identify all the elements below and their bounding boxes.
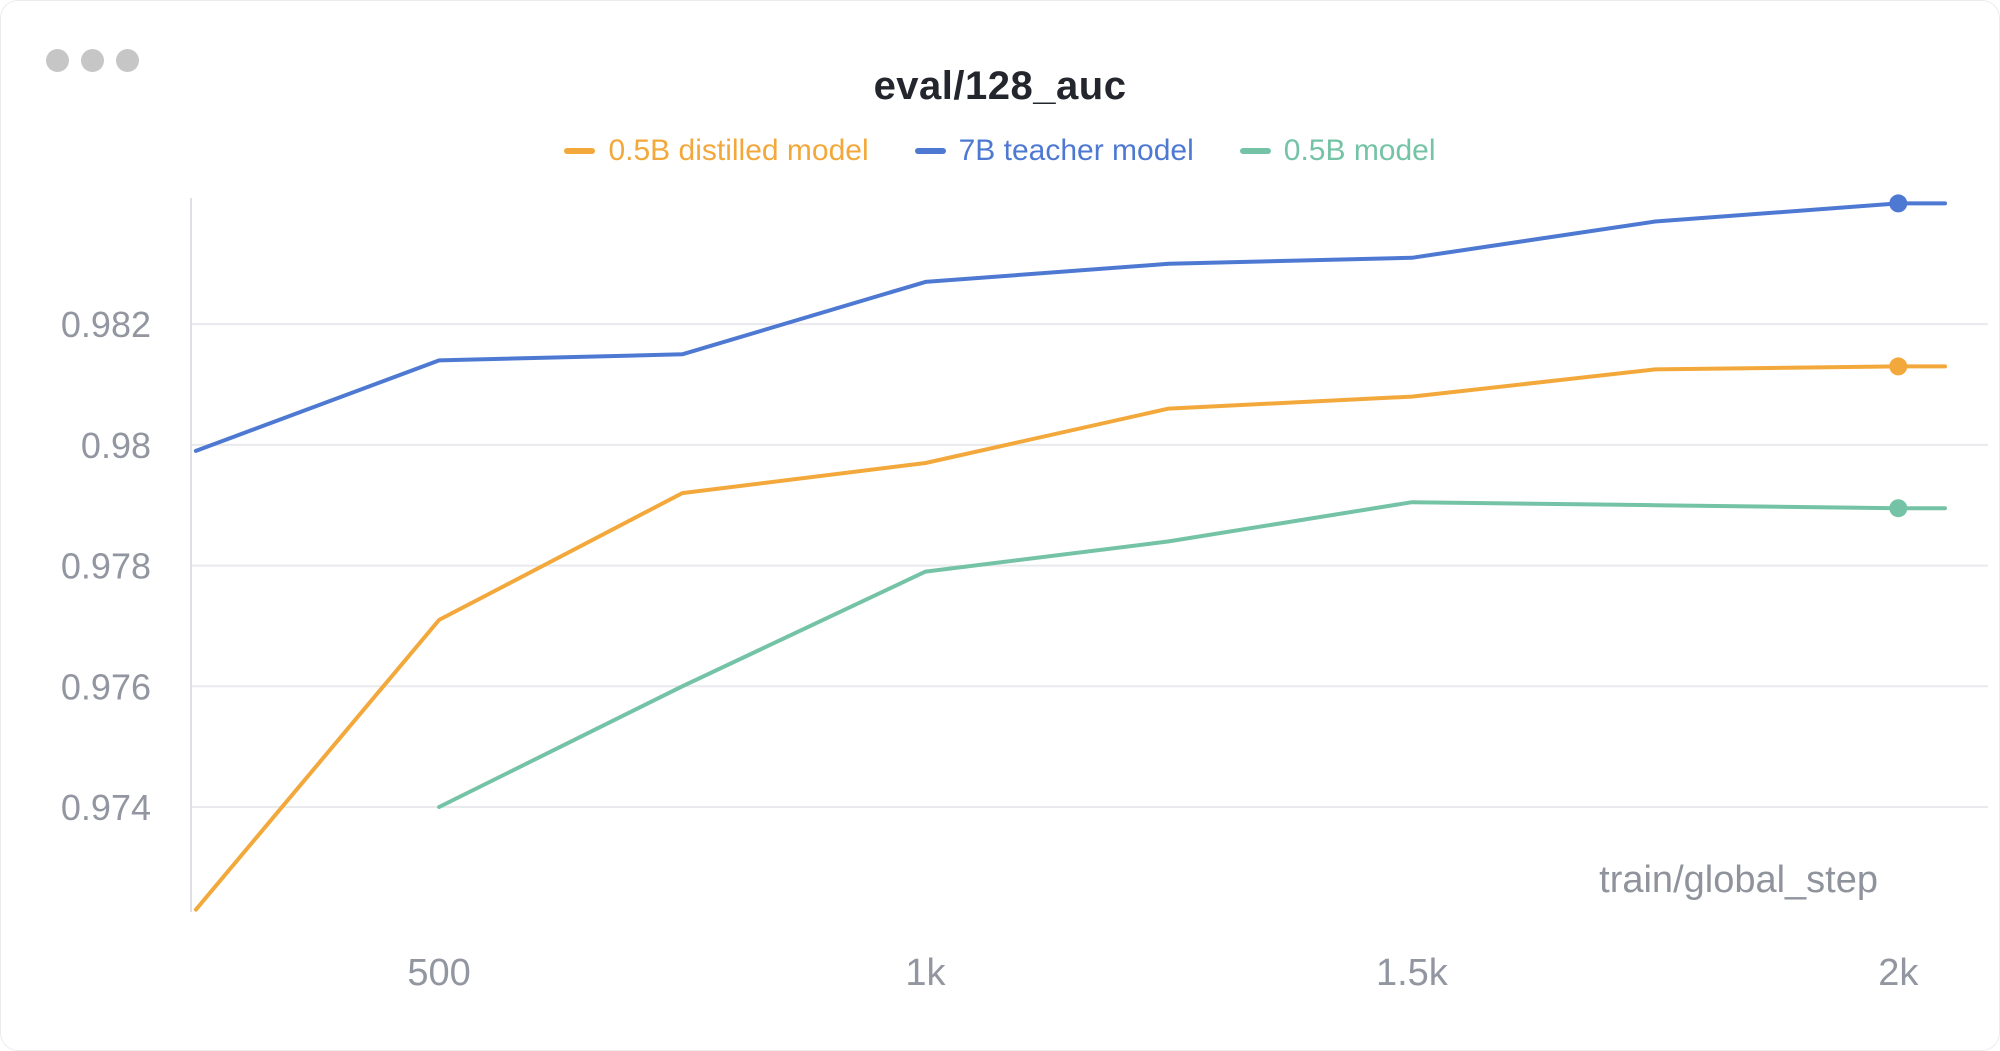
series-line <box>193 364 1947 912</box>
y-tick-label: 0.974 <box>61 787 151 828</box>
legend-item-distilled[interactable]: 0.5B distilled model <box>564 134 869 167</box>
legend-item-teacher[interactable]: 7B teacher model <box>914 134 1194 167</box>
y-tick-label: 0.982 <box>61 304 151 345</box>
legend-swatch-icon <box>564 147 596 154</box>
legend-label: 0.5B distilled model <box>608 134 869 167</box>
window-dot <box>46 49 69 72</box>
y-tick-label: 0.976 <box>61 666 151 707</box>
series-line <box>437 500 1947 809</box>
chart-legend: 0.5B distilled model 7B teacher model 0.… <box>0 134 2000 167</box>
series-line <box>193 201 1947 453</box>
x-tick-label: 1.5k <box>1376 952 1449 994</box>
x-tick-label: 2k <box>1878 952 1919 994</box>
y-tick-label: 0.978 <box>61 546 151 587</box>
x-axis-title: train/global_step <box>1599 859 1878 901</box>
legend-label: 7B teacher model <box>958 134 1194 167</box>
legend-swatch-icon <box>1239 147 1271 154</box>
x-tick-label: 1k <box>905 952 946 994</box>
window-dot <box>81 49 104 72</box>
chart-title: eval/128_auc <box>873 64 1127 108</box>
series-end-marker <box>1889 357 1908 376</box>
window-controls <box>46 49 139 72</box>
series-end-marker <box>1889 499 1908 518</box>
y-tick-label: 0.98 <box>81 425 151 466</box>
window-dot <box>116 49 139 72</box>
x-tick-label: 500 <box>407 952 470 994</box>
legend-swatch-icon <box>914 147 946 154</box>
series-end-marker <box>1889 194 1908 213</box>
legend-label: 0.5B model <box>1283 134 1436 167</box>
legend-item-base[interactable]: 0.5B model <box>1239 134 1436 167</box>
